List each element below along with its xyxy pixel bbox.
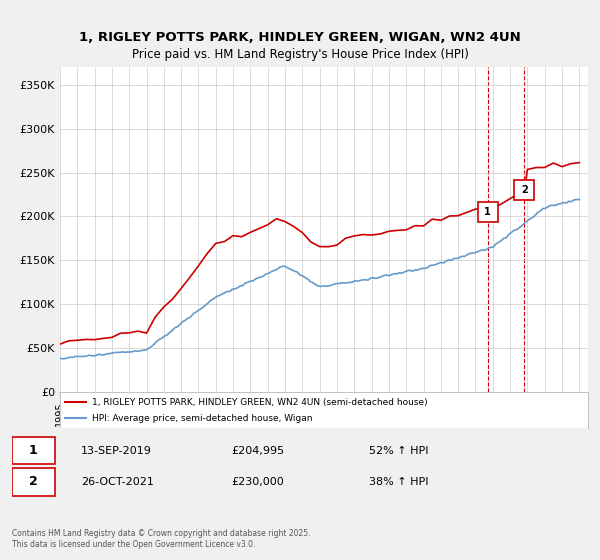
Text: Contains HM Land Registry data © Crown copyright and database right 2025.
This d: Contains HM Land Registry data © Crown c… xyxy=(12,529,311,549)
Text: Price paid vs. HM Land Registry's House Price Index (HPI): Price paid vs. HM Land Registry's House … xyxy=(131,48,469,60)
Text: 38% ↑ HPI: 38% ↑ HPI xyxy=(369,477,428,487)
Text: 1, RIGLEY POTTS PARK, HINDLEY GREEN, WN2 4UN (semi-detached house): 1, RIGLEY POTTS PARK, HINDLEY GREEN, WN2… xyxy=(92,398,427,407)
Text: £230,000: £230,000 xyxy=(231,477,284,487)
Text: HPI: Average price, semi-detached house, Wigan: HPI: Average price, semi-detached house,… xyxy=(92,414,312,423)
FancyBboxPatch shape xyxy=(12,468,55,496)
Text: 52% ↑ HPI: 52% ↑ HPI xyxy=(369,446,428,456)
Text: 1: 1 xyxy=(484,207,491,217)
Text: £204,995: £204,995 xyxy=(231,446,284,456)
Text: 2: 2 xyxy=(29,475,38,488)
FancyBboxPatch shape xyxy=(12,437,55,464)
Text: 1: 1 xyxy=(29,444,38,457)
Text: 2: 2 xyxy=(521,185,527,195)
Text: 26-OCT-2021: 26-OCT-2021 xyxy=(81,477,154,487)
Text: 13-SEP-2019: 13-SEP-2019 xyxy=(81,446,152,456)
Text: 1, RIGLEY POTTS PARK, HINDLEY GREEN, WIGAN, WN2 4UN: 1, RIGLEY POTTS PARK, HINDLEY GREEN, WIG… xyxy=(79,31,521,44)
